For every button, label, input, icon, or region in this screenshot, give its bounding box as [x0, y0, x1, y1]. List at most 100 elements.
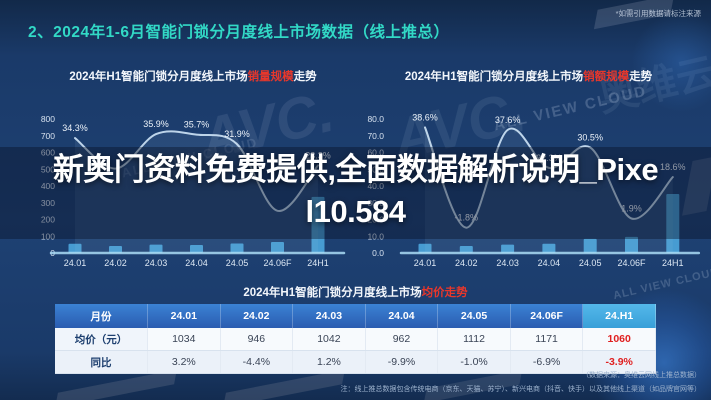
x-tick-label: 24.04 [538, 258, 561, 268]
y-tick-label: 100 [41, 231, 55, 241]
table-cell: 1171 [510, 328, 584, 351]
x-tick-label: 24H1 [662, 258, 684, 268]
bar [190, 244, 203, 253]
table-header-cell: 月份 [55, 304, 148, 328]
y-tick-label: 500 [41, 164, 55, 174]
y-tick-label: 0.0 [372, 248, 384, 258]
data-source-note: （数据来源：奥维云网线上推总数据） [582, 372, 701, 379]
y-tick-label: 600 [41, 148, 55, 158]
table-cell: 962 [365, 328, 439, 351]
price-table-title: 2024年H1智能门锁分月度线上市场均价走势 [55, 284, 656, 300]
point-label: 30.5% [577, 133, 603, 143]
table-cell: -9.9% [365, 350, 439, 374]
x-tick-label: 24.03 [496, 258, 519, 268]
price-table-block: 2024年H1智能门锁分月度线上市场均价走势 月份 24.01 24.02 24.03… [55, 284, 656, 374]
table-header-cell: 24.06F [510, 304, 584, 328]
overlay-line-2: l10.584 [305, 194, 406, 230]
table-cell: 3.2% [147, 350, 221, 374]
citation-note: *如需引用数据请标注来源 [615, 9, 701, 18]
price-table-title-highlight: 均价走势 [421, 287, 468, 299]
bar [666, 194, 680, 253]
bar [418, 243, 432, 253]
y-tick-label: 70.0 [367, 131, 384, 141]
point-label: 38.6% [412, 112, 438, 122]
y-tick-label: 200 [41, 215, 55, 225]
revenue-chart-title-prefix: 2024年H1智能门锁分月度线上市场 [404, 71, 584, 83]
table-cell: 1060 [582, 328, 656, 351]
table-cell: 946 [220, 328, 294, 351]
overlay-dim-band [0, 147, 711, 239]
bar [311, 196, 325, 253]
bar [109, 245, 122, 253]
point-label: 22.3% [536, 153, 562, 163]
x-tick-label: 24.05 [579, 258, 602, 268]
y-tick-label: 400 [41, 181, 55, 191]
bar [459, 245, 473, 253]
overlay-line-1: 新奥门资料免费提供,全面数据解析说明_Pixe [52, 152, 659, 187]
revenue-chart-svg: 80.0 70.0 60.0 50.0 40.0 30.0 20.0 10.0 0.0 38.6%… [367, 112, 701, 268]
table-row: 均价（元） 1034 946 1042 962 1112 1171 1060 [55, 328, 656, 351]
watermark-tile [55, 369, 177, 400]
y-tick-label: 700 [41, 131, 55, 141]
table-row-label: 均价（元） [55, 328, 148, 351]
point-label: 31.9% [224, 129, 250, 139]
table-cell: 1034 [147, 328, 221, 351]
trend-line [74, 130, 319, 212]
y-tick-label: 800 [41, 114, 55, 124]
y-tick-label: 10.0 [367, 231, 384, 241]
volume-chart-title: 2024年H1智能门锁分月度线上市场销量规模走势 [28, 68, 358, 84]
volume-chart-svg: 800700600500400300200100034.3%35.9%35.7%… [41, 114, 346, 268]
trend-line [424, 126, 674, 229]
point-label: 18.6% [660, 162, 686, 172]
bar [149, 244, 163, 253]
table-row-label: 同比 [55, 350, 148, 374]
x-tick-label: 24.03 [145, 258, 168, 268]
bar [230, 243, 244, 253]
x-tick-label: 24.01 [64, 258, 87, 268]
page-title: 2、2024年1-6月智能门锁分月度线上市场数据（线上推总） [28, 24, 450, 41]
volume-chart-title-prefix: 2024年H1智能门锁分月度线上市场 [69, 71, 248, 83]
watermark-tile [223, 369, 345, 400]
bar [542, 243, 556, 253]
overlay-watermark-text: 新奥门资料免费提供,全面数据解析说明_Pixe l10.584 [0, 149, 711, 233]
x-tick-label: 24.04 [185, 258, 208, 268]
bar [68, 243, 82, 253]
bar [501, 244, 515, 253]
trend-area [75, 131, 318, 253]
volume-chart-title-suffix: 走势 [293, 71, 317, 83]
table-header-cell: 24.01 [147, 304, 221, 328]
table-cell: 1112 [437, 328, 511, 351]
x-tick-label: 24.02 [104, 258, 127, 268]
x-tick-label: 24.02 [455, 258, 478, 268]
y-tick-label: 40.0 [367, 181, 384, 191]
y-tick-label: 60.0 [367, 148, 384, 158]
bar [583, 238, 597, 253]
point-label: 34.3% [62, 123, 88, 133]
table-header-cell: 24.H1 [582, 304, 656, 328]
trend-area [425, 127, 673, 253]
bar [271, 241, 284, 253]
table-cell: -1.0% [437, 350, 511, 374]
revenue-chart-title-suffix: 走势 [629, 71, 653, 83]
y-tick-label: 20.0 [367, 215, 384, 225]
revenue-chart-title: 2024年H1智能门锁分月度线上市场销额规模走势 [352, 68, 705, 84]
table-header-cell: 24.03 [292, 304, 366, 328]
table-header-cell: 24.04 [365, 304, 439, 328]
point-label: 35.9% [143, 119, 169, 129]
table-cell: -6.9% [510, 350, 584, 374]
table-header-cell: 24.02 [220, 304, 294, 328]
point-label: -1.8% [455, 213, 479, 223]
table-row: 同比 3.2% -4.4% 1.2% -9.9% -1.0% -6.9% -3.9% [55, 350, 656, 374]
scope-note: 注：线上推总数据包含传统电商（京东、天猫、苏宁）、新兴电商（抖音、快手）以及其他… [340, 386, 702, 393]
x-tick-label: 24.06F [263, 258, 292, 268]
x-tick-label: 24H1 [307, 258, 329, 268]
point-label: 1.9% [621, 204, 642, 214]
y-tick-label: 30.0 [367, 198, 384, 208]
point-label: 35.7% [184, 120, 210, 130]
y-tick-label: 80.0 [367, 114, 384, 124]
table-header-cell: 24.05 [437, 304, 511, 328]
x-tick-label: 24.01 [414, 258, 437, 268]
bar [625, 236, 638, 253]
x-tick-label: 24.05 [226, 258, 249, 268]
